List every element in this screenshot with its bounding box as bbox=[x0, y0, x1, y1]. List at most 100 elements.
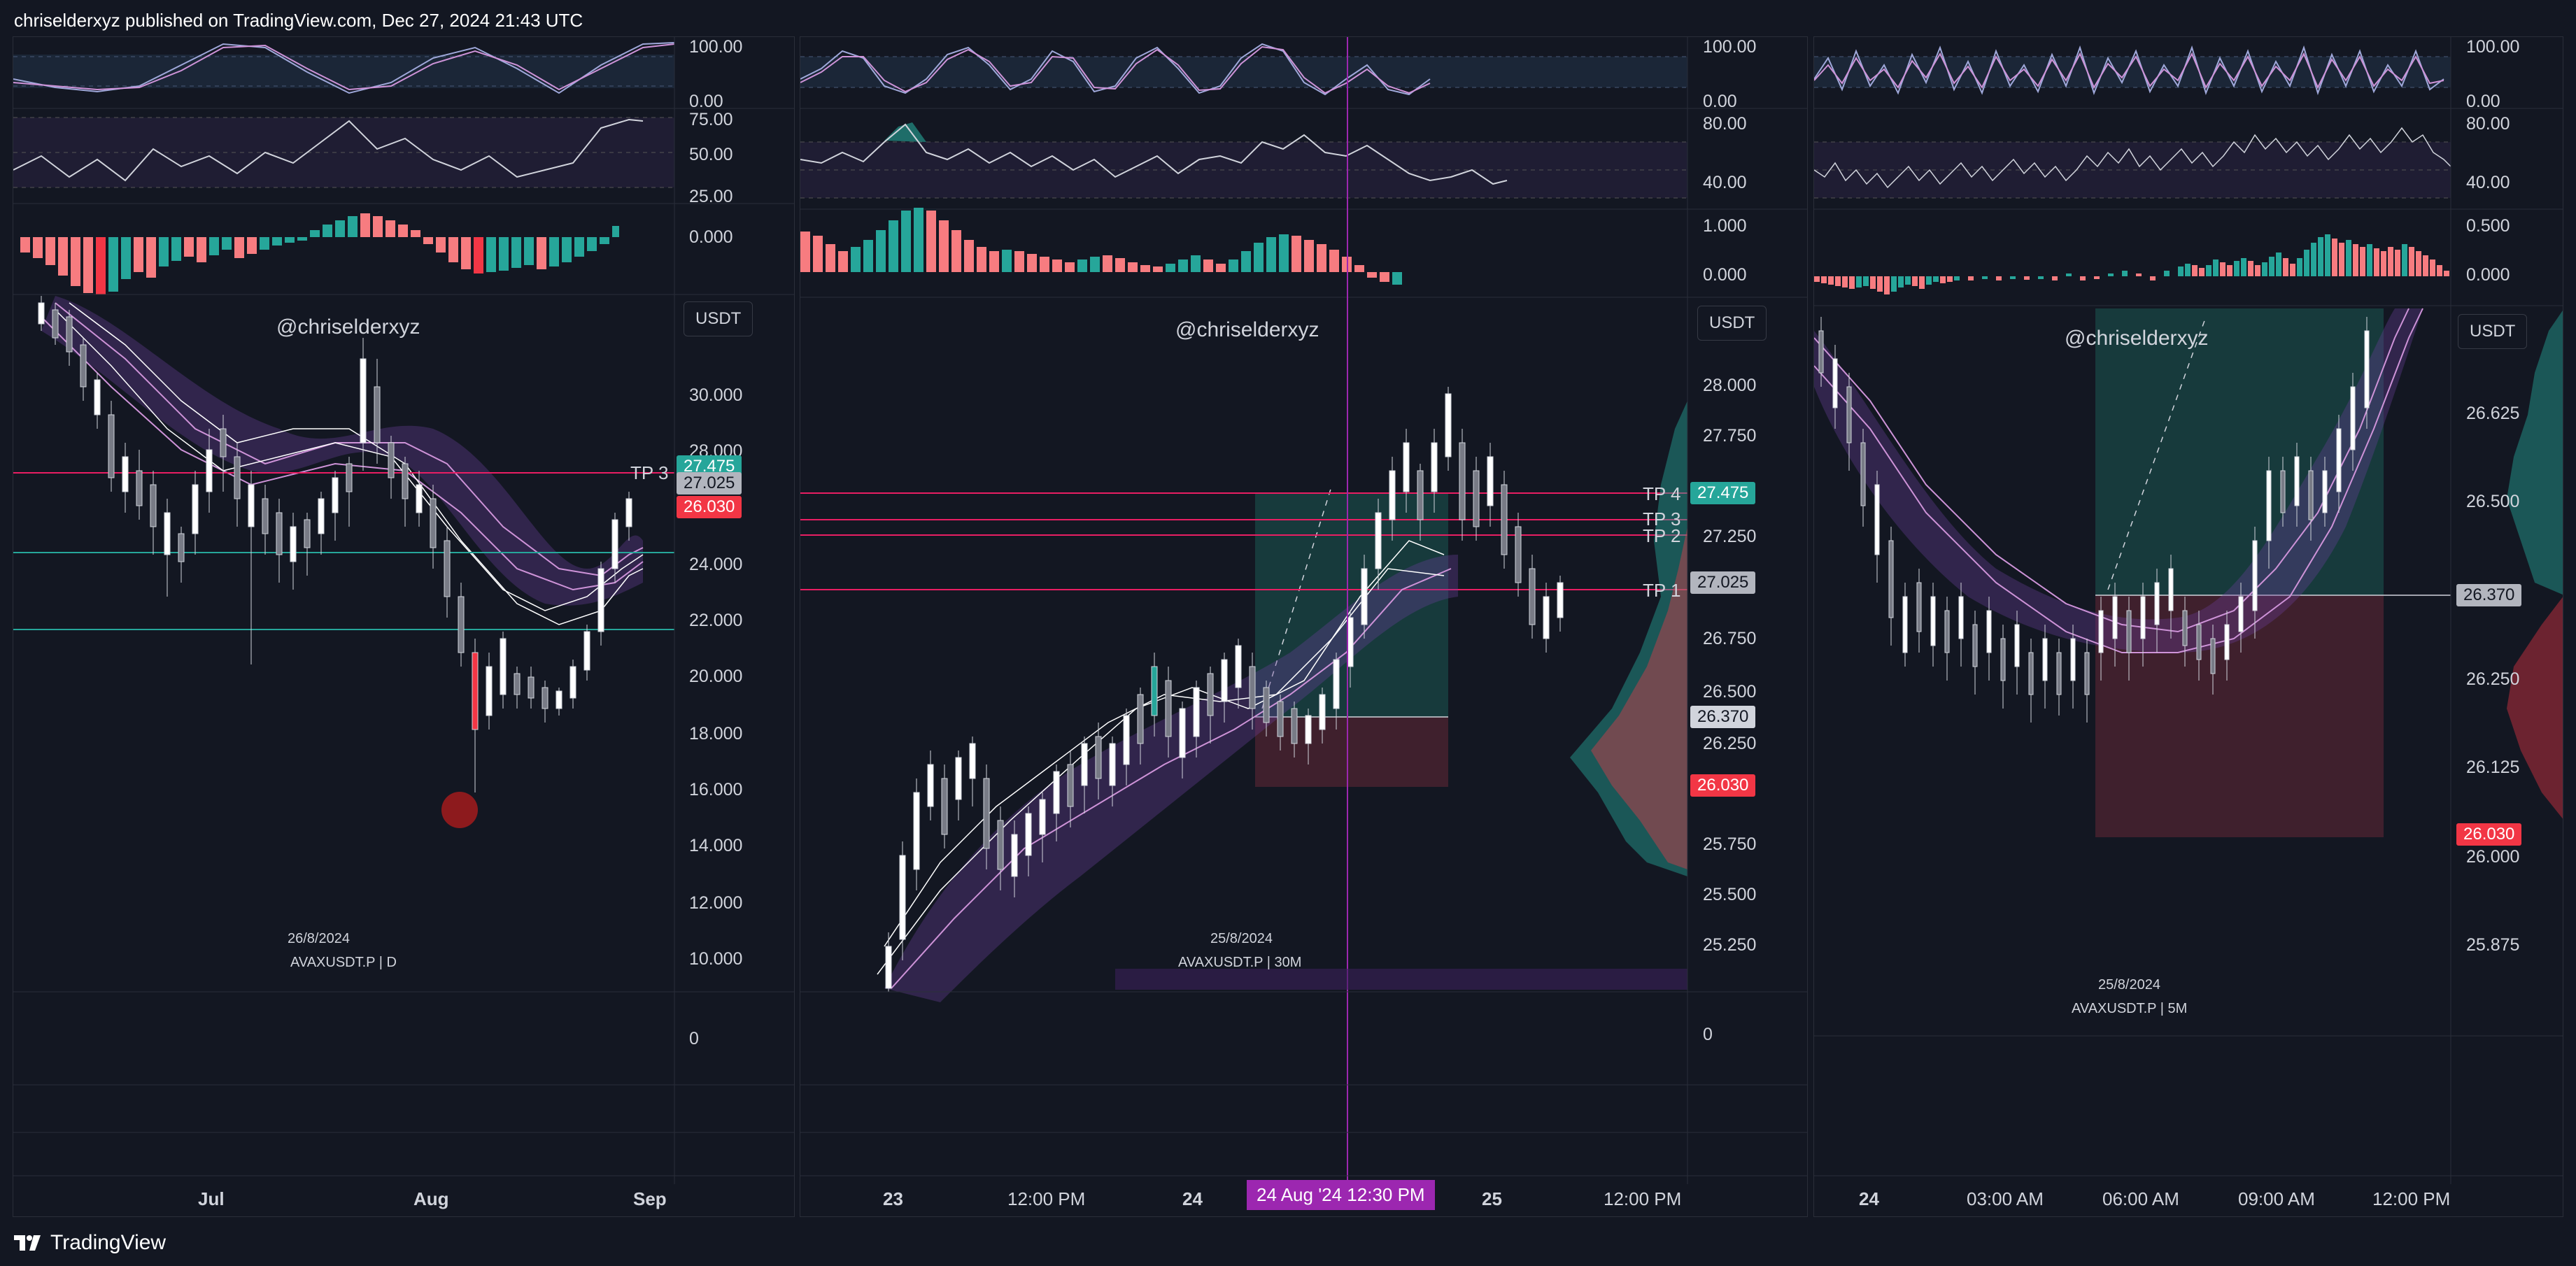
chart-canvas[interactable] bbox=[13, 37, 795, 1217]
watermark: @chriselderxyz bbox=[2065, 327, 2209, 350]
time-tick: 03:00 AM bbox=[1967, 1188, 2044, 1209]
price-tag-entry: 26.370 bbox=[2456, 584, 2522, 606]
time-tick: 06:00 AM bbox=[2102, 1188, 2179, 1209]
osc1-tick: 100.00 bbox=[689, 37, 743, 57]
osc2-tick: 40.00 bbox=[2466, 173, 2510, 192]
osc2-tick: 80.00 bbox=[2466, 114, 2510, 134]
tp2-label: TP 2 bbox=[1643, 525, 1681, 546]
price-tick: 14.000 bbox=[689, 836, 743, 855]
osc2-tick: 50.00 bbox=[689, 145, 733, 164]
time-tick: 23 bbox=[883, 1188, 903, 1209]
price-tick: 10.000 bbox=[689, 949, 743, 969]
histogram bbox=[20, 213, 619, 294]
time-tick: 24 bbox=[1182, 1188, 1203, 1209]
volume-tick: 0 bbox=[1703, 1025, 1713, 1044]
footer-bar: TradingView bbox=[0, 1223, 2576, 1266]
publish-info: chriselderxyz published on TradingView.c… bbox=[14, 10, 583, 31]
chart-canvas[interactable] bbox=[800, 37, 1808, 1217]
candlesticks bbox=[38, 296, 632, 792]
crosshair-time-label: 24 Aug '24 12:30 PM bbox=[1247, 1180, 1435, 1210]
volume-profile bbox=[2507, 310, 2563, 819]
chart-panel-5m[interactable]: 100.00 0.00 80.00 40.00 0.500 0.000 USDT… bbox=[1813, 36, 2563, 1217]
chart-symbol: AVAXUSDT.P | 5M bbox=[2072, 1001, 2188, 1016]
price-tick: 30.000 bbox=[689, 385, 743, 405]
price-tick: 26.500 bbox=[2466, 492, 2520, 511]
currency-button[interactable]: USDT bbox=[2458, 314, 2528, 349]
time-tick: 12:00 PM bbox=[1007, 1188, 1086, 1209]
price-tag-sl: 26.030 bbox=[2456, 823, 2522, 846]
currency-button[interactable]: USDT bbox=[684, 301, 753, 336]
chart-date: 26/8/2024 bbox=[288, 931, 350, 946]
brand-name: TradingView bbox=[50, 1231, 167, 1254]
chart-panel-30m[interactable]: 100.00 0.00 80.00 40.00 1.000 0.000 USDT… bbox=[800, 36, 1808, 1217]
price-tag-entry: 26.370 bbox=[1690, 706, 1756, 728]
price-tick: 27.250 bbox=[1703, 527, 1757, 546]
price-tick: 24.000 bbox=[689, 555, 743, 574]
currency-button[interactable]: USDT bbox=[1697, 306, 1767, 341]
time-tick: Sep bbox=[633, 1188, 667, 1209]
price-tick: 26.625 bbox=[2466, 404, 2520, 423]
time-tick: 25 bbox=[1482, 1188, 1502, 1209]
watermark: @chriselderxyz bbox=[1175, 318, 1319, 341]
price-tag-tp: 27.475 bbox=[1690, 482, 1756, 504]
time-tick: Jul bbox=[198, 1188, 225, 1209]
publish-header: chriselderxyz published on TradingView.c… bbox=[0, 0, 2576, 42]
volume-profile bbox=[1570, 401, 1687, 876]
chart-panel-daily[interactable]: 100.00 0.00 75.00 50.00 25.00 0.000 USDT… bbox=[13, 36, 795, 1217]
osc2-tick: 25.00 bbox=[689, 187, 733, 206]
osc3-tick: 1.000 bbox=[1703, 216, 1747, 236]
time-tick: 09:00 AM bbox=[2238, 1188, 2315, 1209]
osc1-tick: 100.00 bbox=[1703, 37, 1757, 57]
time-tick: 12:00 PM bbox=[2372, 1188, 2451, 1209]
price-tick: 22.000 bbox=[689, 611, 743, 630]
price-tick: 20.000 bbox=[689, 667, 743, 686]
price-tick: 28.000 bbox=[1703, 376, 1757, 395]
histogram bbox=[800, 208, 1402, 285]
price-tag-current: 27.025 bbox=[1690, 571, 1756, 594]
volume-tick: 0 bbox=[689, 1029, 699, 1048]
price-tick: 26.250 bbox=[2466, 669, 2520, 689]
price-tick: 26.000 bbox=[2466, 847, 2520, 867]
histogram bbox=[1814, 234, 2449, 294]
candlesticks bbox=[885, 387, 1564, 992]
price-tick: 25.500 bbox=[1703, 885, 1757, 904]
price-tick: 26.750 bbox=[1703, 629, 1757, 648]
price-tag-sl: 26.030 bbox=[1690, 774, 1756, 797]
price-tick: 25.750 bbox=[1703, 834, 1757, 854]
chart-symbol: AVAXUSDT.P | D bbox=[290, 955, 397, 970]
osc1-tick: 0.00 bbox=[1703, 92, 1737, 111]
price-tick: 26.500 bbox=[1703, 682, 1757, 702]
chart-date: 25/8/2024 bbox=[2098, 977, 2160, 993]
time-tick: 24 bbox=[1859, 1188, 1879, 1209]
osc1-tick: 0.00 bbox=[2466, 92, 2500, 111]
price-tick: 27.750 bbox=[1703, 426, 1757, 446]
time-tick: Aug bbox=[413, 1188, 449, 1209]
price-tick: 26.125 bbox=[2466, 758, 2520, 777]
candlesticks bbox=[1818, 317, 2370, 723]
price-tick: 12.000 bbox=[689, 893, 743, 913]
osc3-tick: 0.000 bbox=[1703, 265, 1747, 285]
price-tick: 16.000 bbox=[689, 780, 743, 799]
price-tag-sl: 26.030 bbox=[677, 496, 742, 518]
watermark: @chriselderxyz bbox=[276, 315, 420, 339]
osc1-tick: 0.00 bbox=[689, 92, 723, 111]
tp3-label: TP 3 bbox=[1643, 508, 1681, 529]
tp3-label: TP 3 bbox=[630, 462, 669, 483]
chart-canvas[interactable] bbox=[1814, 37, 2563, 1217]
osc2-tick: 75.00 bbox=[689, 110, 733, 129]
price-tick: 25.875 bbox=[2466, 935, 2520, 955]
osc2-tick: 80.00 bbox=[1703, 114, 1747, 134]
tradingview-logo[interactable]: TradingView bbox=[14, 1231, 166, 1255]
chart-symbol: AVAXUSDT.P | 30M bbox=[1178, 955, 1302, 970]
osc3-tick: 0.000 bbox=[689, 227, 733, 247]
price-tick: 18.000 bbox=[689, 724, 743, 744]
osc3-tick: 0.500 bbox=[2466, 216, 2510, 236]
price-tick: 25.250 bbox=[1703, 935, 1757, 955]
osc1-tick: 100.00 bbox=[2466, 37, 2520, 57]
time-tick: 12:00 PM bbox=[1604, 1188, 1682, 1209]
chart-date: 25/8/2024 bbox=[1210, 931, 1273, 946]
tp1-label: TP 1 bbox=[1643, 580, 1681, 601]
price-tag-current: 27.025 bbox=[677, 472, 742, 495]
tradingview-logo-icon bbox=[14, 1235, 41, 1251]
price-tick: 26.250 bbox=[1703, 734, 1757, 753]
